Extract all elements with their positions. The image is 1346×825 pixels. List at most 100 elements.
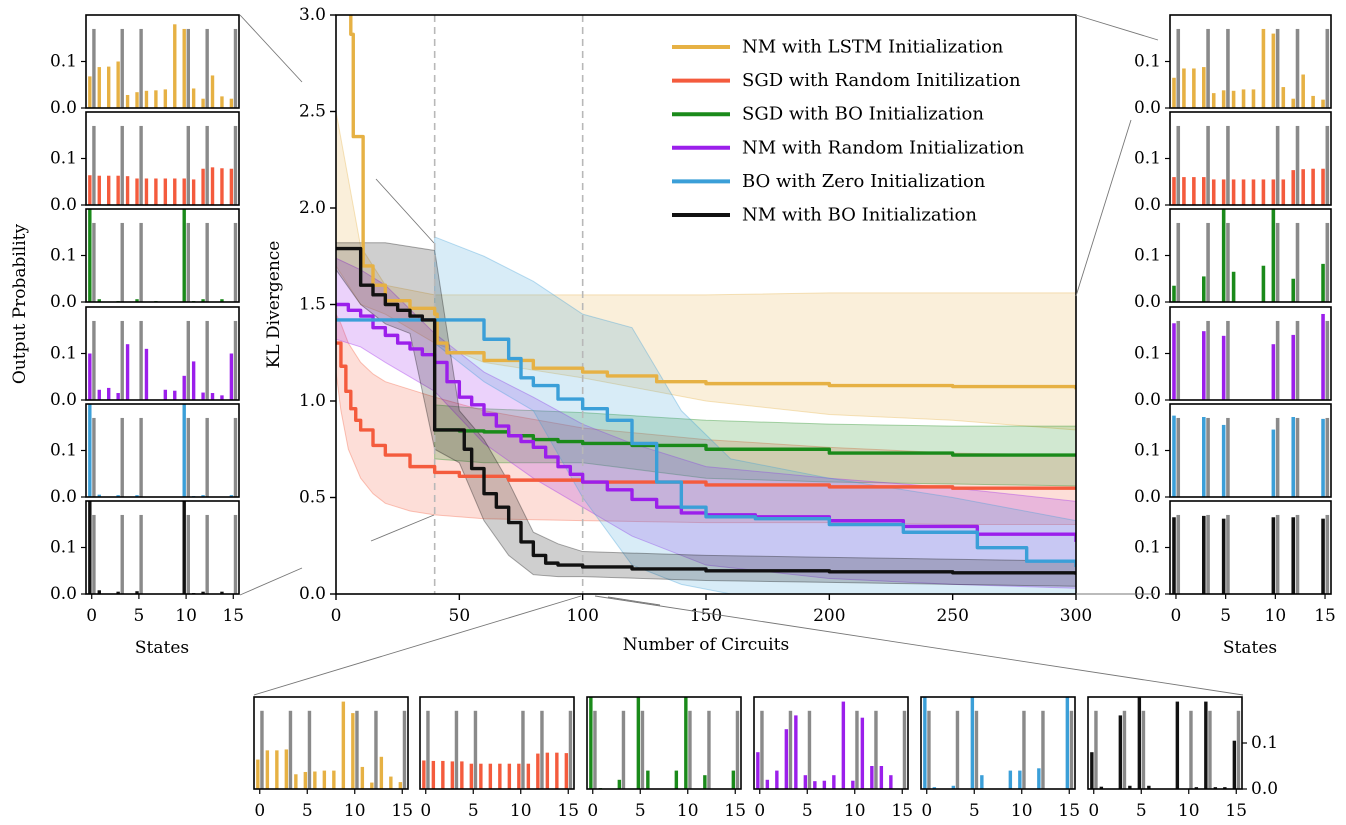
inset-right-insets-300-circuits-bo-with-zero-initialization: 0.0 0.1 [1134,403,1332,507]
target-bar [1275,28,1280,108]
output-bar [1311,168,1315,205]
output-bar [107,175,111,205]
output-bar [1128,785,1132,789]
output-bar [182,28,186,108]
target-bar [120,320,124,400]
output-bar [794,715,798,789]
output-bar [182,209,186,302]
target-bar [233,125,238,205]
output-bar [1202,417,1206,497]
x-tick-label: 0 [331,606,342,626]
target-bar [233,222,238,302]
output-bar [703,775,707,789]
target-bar [454,710,459,789]
output-bar [803,775,808,789]
output-bar [813,781,817,789]
output-bar [479,763,483,789]
target-bar [1206,222,1210,302]
output-bar [784,729,789,789]
target-bar [473,710,478,789]
y-tick-label: 2.0 [299,198,326,218]
output-bar [1192,177,1196,205]
output-bar [1261,28,1266,108]
output-bar [1182,68,1186,108]
series-line-nm-with-bo-initialization [336,246,1076,575]
output-bar [107,387,111,400]
output-bar [488,763,493,789]
inset-y-tick-label: 0.1 [50,246,77,266]
inset-bars [1090,697,1241,789]
output-bar [617,779,622,789]
target-bar [1295,320,1300,400]
target-bar [92,514,96,594]
target-bar [1206,125,1210,205]
target-bar [1176,417,1181,497]
inset-y-tick-label: 0.0 [1134,390,1161,410]
inset-x-tick-label: 10 [510,801,532,821]
inset-y-tick-label: 0.1 [50,52,77,72]
target-bar [1041,710,1045,789]
target-bar [92,125,96,205]
output-bar [1099,786,1104,789]
output-bar [756,752,760,789]
target-bar [1295,125,1300,205]
target-bar [139,222,143,302]
output-bar [1321,263,1325,302]
inset-x-tick-label: 10 [1265,606,1287,626]
x-axis-label: Number of Circuits [623,635,789,655]
output-bar [107,66,111,108]
inset-right-insets-300-circuits-nm-with-bo-initialization: 0.00.10 5 10 15 [1134,500,1336,626]
target-bar [1176,28,1181,108]
inset-y-tick-label: 0.1 [50,149,77,169]
y-axis-label: KL Divergence [264,241,284,369]
output-bar [422,760,426,789]
inset-frame [253,696,409,790]
output-bar [1221,90,1226,108]
output-bar [822,780,827,789]
inset-left-insets-0-circuits-bo-with-zero-initialization: 0.0 0.1 [50,403,240,507]
output-bar [980,775,984,789]
target-bar [120,28,124,108]
output-bar [97,590,101,594]
output-bar [154,90,158,108]
target-bar [233,514,238,594]
inset-left-insets-0-circuits-sgd-with-random-initilization: 0.0 0.1 [50,111,240,215]
target-bar [205,28,209,108]
inset-x-tick-label: 5 [133,606,144,626]
target-bar [186,514,190,594]
output-bar [1172,323,1176,400]
output-bar [674,770,679,789]
inset-y-tick-label: 0.1 [1251,733,1278,753]
output-bar [636,697,641,789]
zoom-connector-line [1075,119,1132,297]
zoom-connector-line [370,514,435,542]
inset-frame [85,208,240,303]
series-line-nm-with-lstm-initialization [349,15,1076,390]
target-bar [426,710,430,789]
target-bar [807,710,812,789]
series-line-bo-with-zero-initialization [336,318,1076,567]
output-bar [646,770,650,789]
output-bar [1271,209,1276,302]
zoom-connector-line [253,595,582,696]
inset-bars [923,697,1074,789]
inset-bottom-insets-100-circuits-nm-with-bo-initialization: 0.0 0.1 0 5 10 15 [1087,696,1278,821]
output-bar [135,495,139,497]
target-bar [1206,320,1210,400]
output-bar [498,763,502,789]
inset-bottom-insets-100-circuits-sgd-with-random-initilization: 0 5 10 15 [419,696,579,821]
target-bar [568,710,573,789]
inset-frame [1169,500,1332,595]
inset-frame [1169,403,1332,498]
inset-right-insets-300-circuits-nm-with-random-initialization: 0.0 0.1 [1134,306,1332,410]
output-bar [125,176,130,205]
inset-frame [419,696,575,790]
output-bar [1291,98,1296,108]
output-bar [1231,90,1236,108]
target-bar [1206,514,1210,594]
left-states-label: States [135,638,189,658]
output-bar [379,756,384,789]
output-bar [144,178,149,205]
inset-y-tick-label: 0.0 [1134,292,1161,312]
